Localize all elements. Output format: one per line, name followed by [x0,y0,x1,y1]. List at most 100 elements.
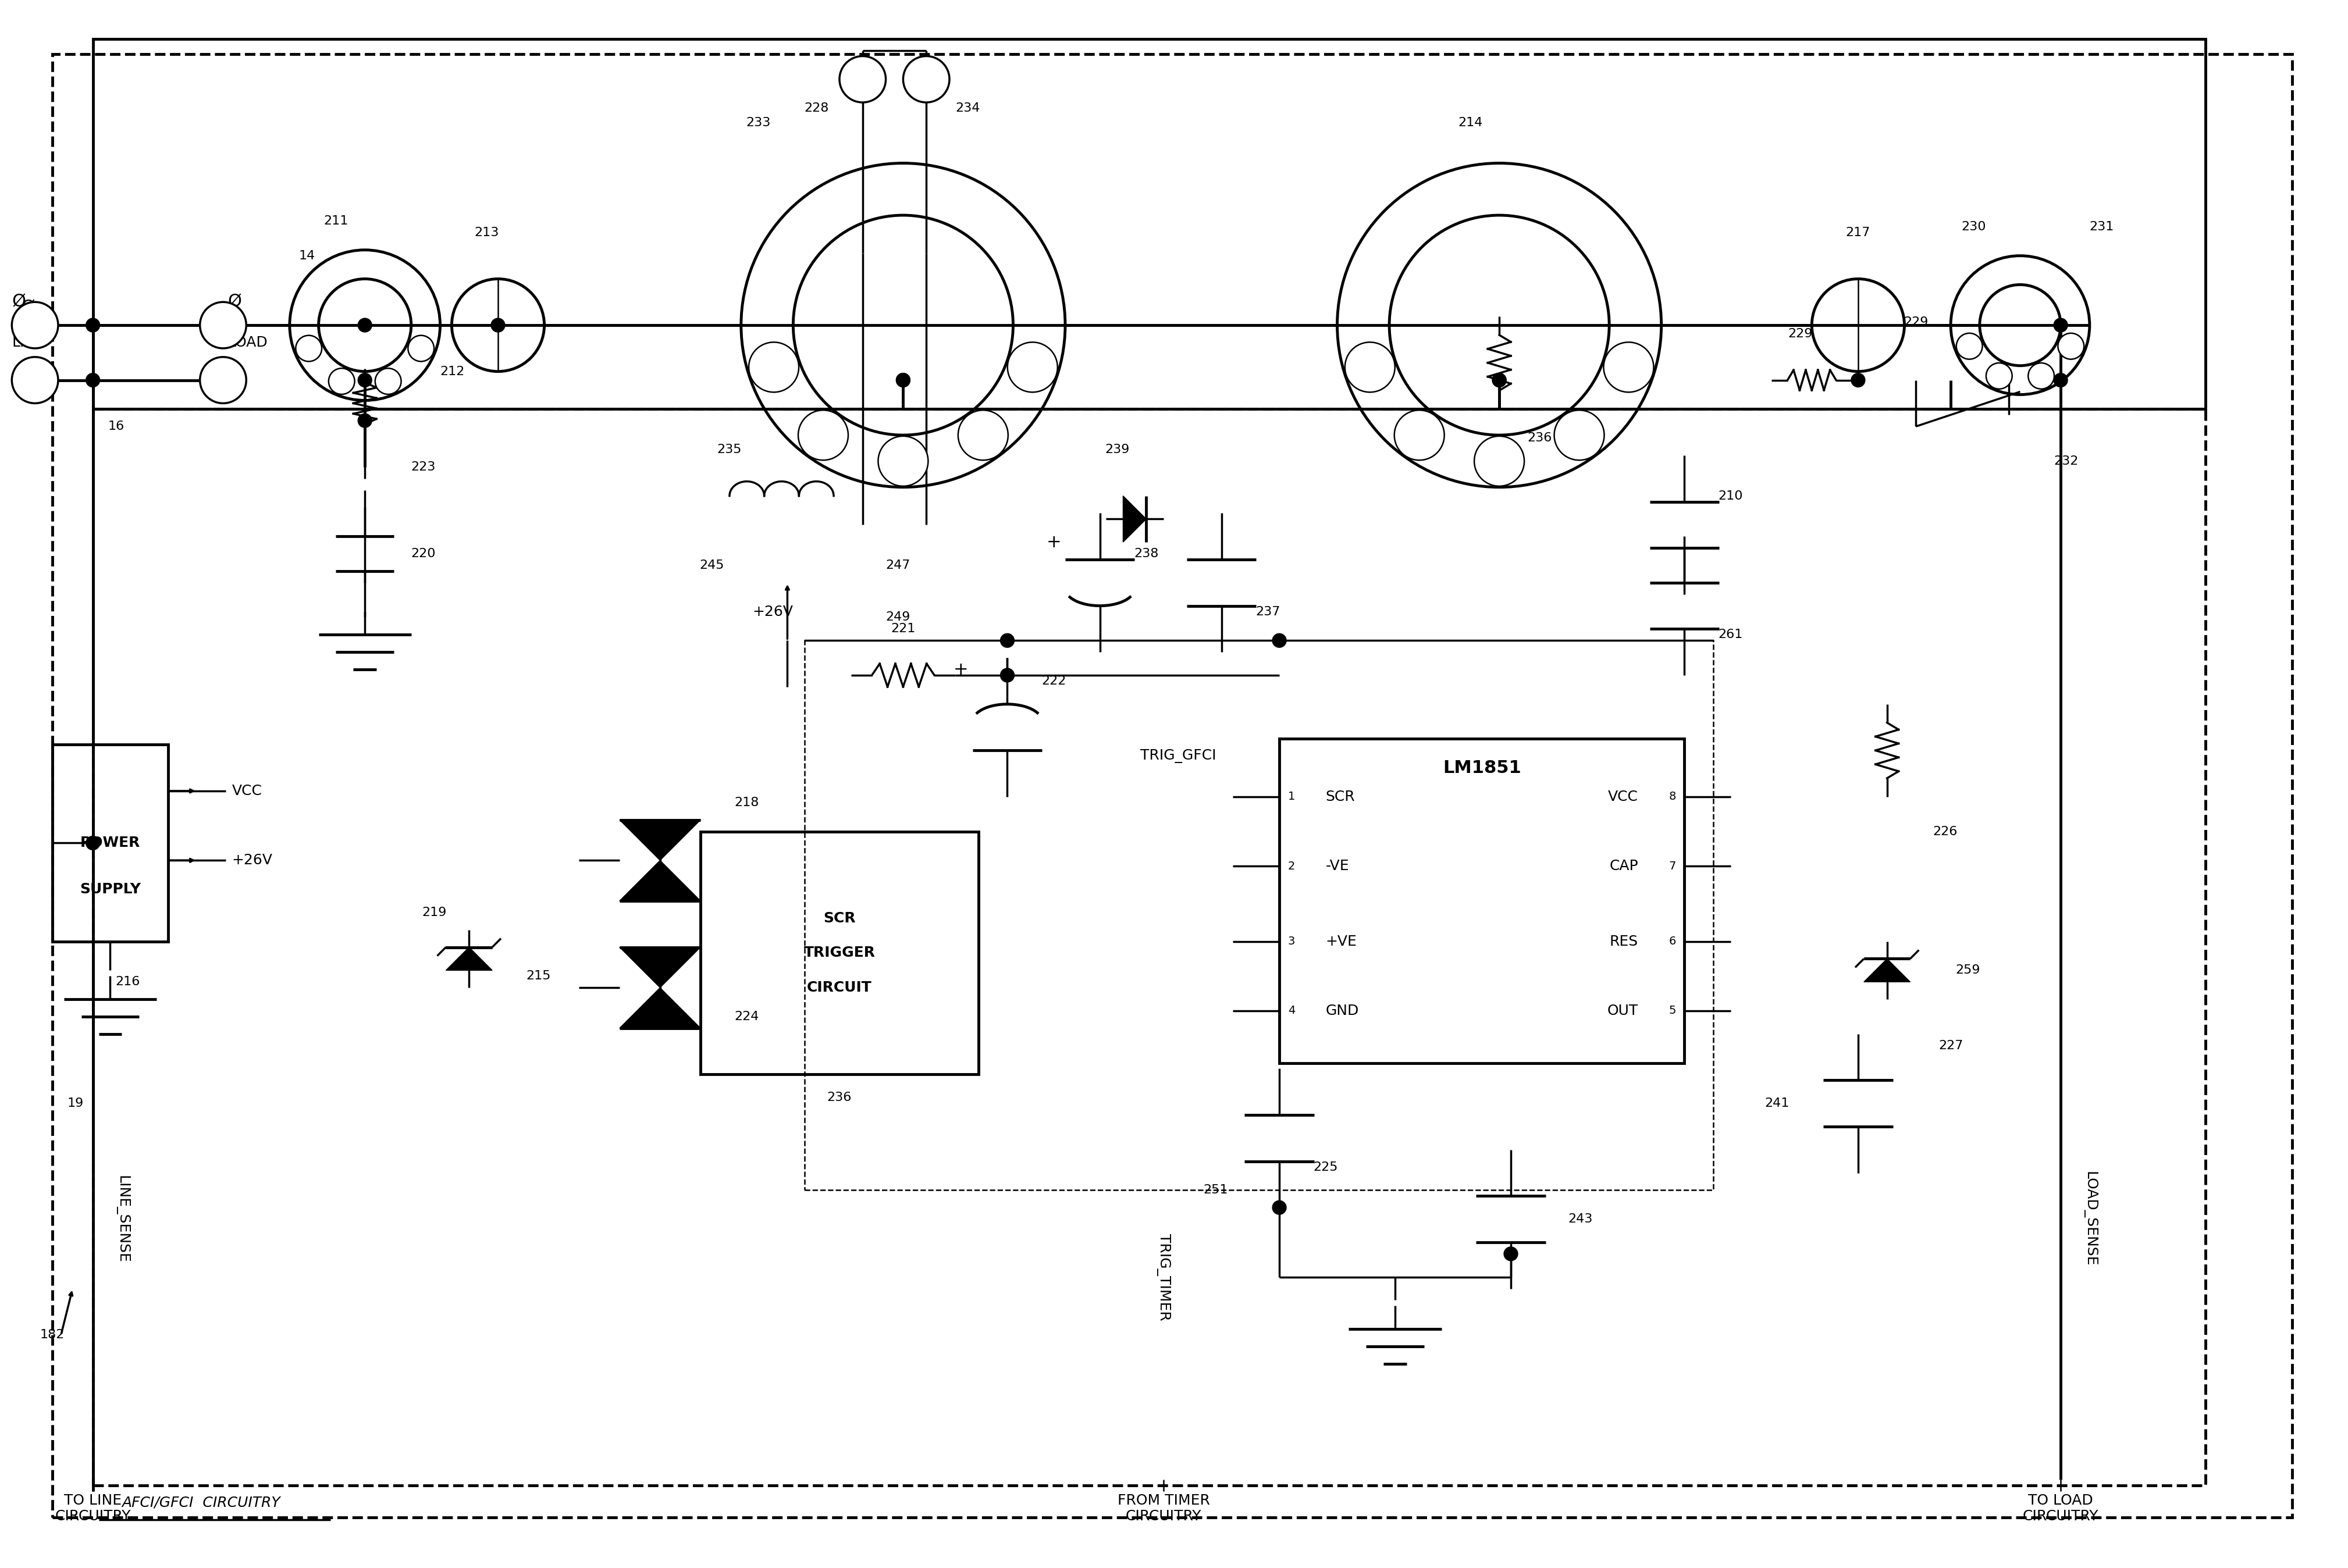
Text: N: N [12,372,26,389]
Text: 221: 221 [890,622,916,635]
Text: 212: 212 [439,365,465,378]
Text: 216: 216 [115,975,141,988]
Text: SCR: SCR [824,911,855,925]
Circle shape [1491,373,1505,387]
Circle shape [897,373,911,387]
Text: 234: 234 [956,102,979,114]
Text: 239: 239 [1104,444,1129,455]
Text: +26V: +26V [232,853,272,867]
Circle shape [904,56,949,102]
Circle shape [1491,373,1505,387]
Circle shape [2029,362,2054,389]
Circle shape [329,368,355,394]
Text: RES: RES [1608,935,1639,949]
Text: 211: 211 [324,215,348,227]
Circle shape [749,342,798,392]
Text: 230: 230 [1961,221,1986,232]
Text: 238: 238 [1134,547,1158,560]
Text: 182: 182 [40,1330,66,1341]
Text: CAP: CAP [1608,859,1639,873]
Text: 19: 19 [68,1098,85,1109]
Text: 2: 2 [1287,861,1294,872]
Polygon shape [446,947,493,971]
Circle shape [409,336,434,362]
Text: 220: 220 [411,547,437,560]
Text: 245: 245 [700,560,723,571]
Text: TO LINE
CIRCUITRY: TO LINE CIRCUITRY [54,1493,131,1524]
Polygon shape [1122,495,1146,543]
Circle shape [1273,1201,1287,1215]
Text: 249: 249 [885,612,911,622]
Polygon shape [1864,958,1909,982]
Polygon shape [620,947,700,988]
Circle shape [357,414,371,428]
Text: 1: 1 [1287,792,1294,803]
Text: TO LOAD
CIRCUITRY: TO LOAD CIRCUITRY [2022,1493,2099,1524]
Text: POWER: POWER [80,836,141,850]
Text: 231: 231 [2090,221,2113,232]
Circle shape [357,373,371,387]
Text: LINE_SENSE: LINE_SENSE [115,1176,129,1262]
Text: 226: 226 [1932,826,1956,837]
Text: 224: 224 [735,1011,758,1022]
Text: LOAD: LOAD [228,336,268,350]
Text: 247: 247 [885,560,911,571]
Circle shape [200,303,247,348]
Circle shape [87,318,99,332]
Text: 235: 235 [716,444,742,455]
Text: TRIGGER: TRIGGER [803,946,876,960]
Text: +26V: +26V [751,605,794,618]
Circle shape [87,836,99,850]
Text: GND: GND [1324,1004,1359,1018]
Text: 7: 7 [1667,861,1676,872]
Text: 227: 227 [1937,1040,1963,1052]
Text: AFCI/GFCI  CIRCUITRY: AFCI/GFCI CIRCUITRY [122,1496,279,1510]
Circle shape [1986,362,2012,389]
Text: N: N [228,372,242,389]
Text: FROM TIMER
CIRCUITRY: FROM TIMER CIRCUITRY [1118,1493,1209,1524]
Circle shape [2052,318,2066,332]
Circle shape [897,373,911,387]
Text: 261: 261 [1719,629,1742,641]
Circle shape [12,358,59,403]
Circle shape [200,358,247,403]
Text: SCR: SCR [1324,790,1355,804]
Circle shape [1475,436,1524,486]
Text: 237: 237 [1256,605,1280,618]
Text: 228: 228 [803,102,829,114]
Text: 243: 243 [1568,1214,1592,1225]
Circle shape [87,373,99,387]
Text: 229: 229 [1787,328,1813,340]
Text: Ø: Ø [12,293,26,310]
Circle shape [1956,332,1982,359]
Text: 219: 219 [423,906,446,919]
Circle shape [357,318,371,332]
Circle shape [296,336,322,362]
Text: -VE: -VE [1324,859,1350,873]
Circle shape [878,436,927,486]
Text: 218: 218 [735,797,758,809]
Circle shape [1000,633,1014,648]
Text: 241: 241 [1763,1098,1789,1109]
Circle shape [1345,342,1395,392]
Circle shape [958,411,1007,459]
Circle shape [1395,411,1444,459]
Circle shape [1273,633,1287,648]
Circle shape [1007,342,1057,392]
Circle shape [838,56,885,102]
Circle shape [12,303,59,348]
Text: +: + [1045,533,1061,550]
Text: +: + [953,662,967,677]
Circle shape [1604,342,1653,392]
Polygon shape [620,861,700,902]
Text: 14: 14 [298,249,315,262]
Text: 225: 225 [1313,1162,1338,1173]
Text: VCC: VCC [232,784,263,798]
Text: 215: 215 [526,971,552,982]
Text: TRIG_TIMER: TRIG_TIMER [1155,1234,1169,1320]
Text: 210: 210 [1719,491,1742,502]
Circle shape [2057,332,2083,359]
Text: 214: 214 [1458,118,1482,129]
Text: 223: 223 [411,461,437,472]
Text: SUPPLY: SUPPLY [80,883,141,897]
